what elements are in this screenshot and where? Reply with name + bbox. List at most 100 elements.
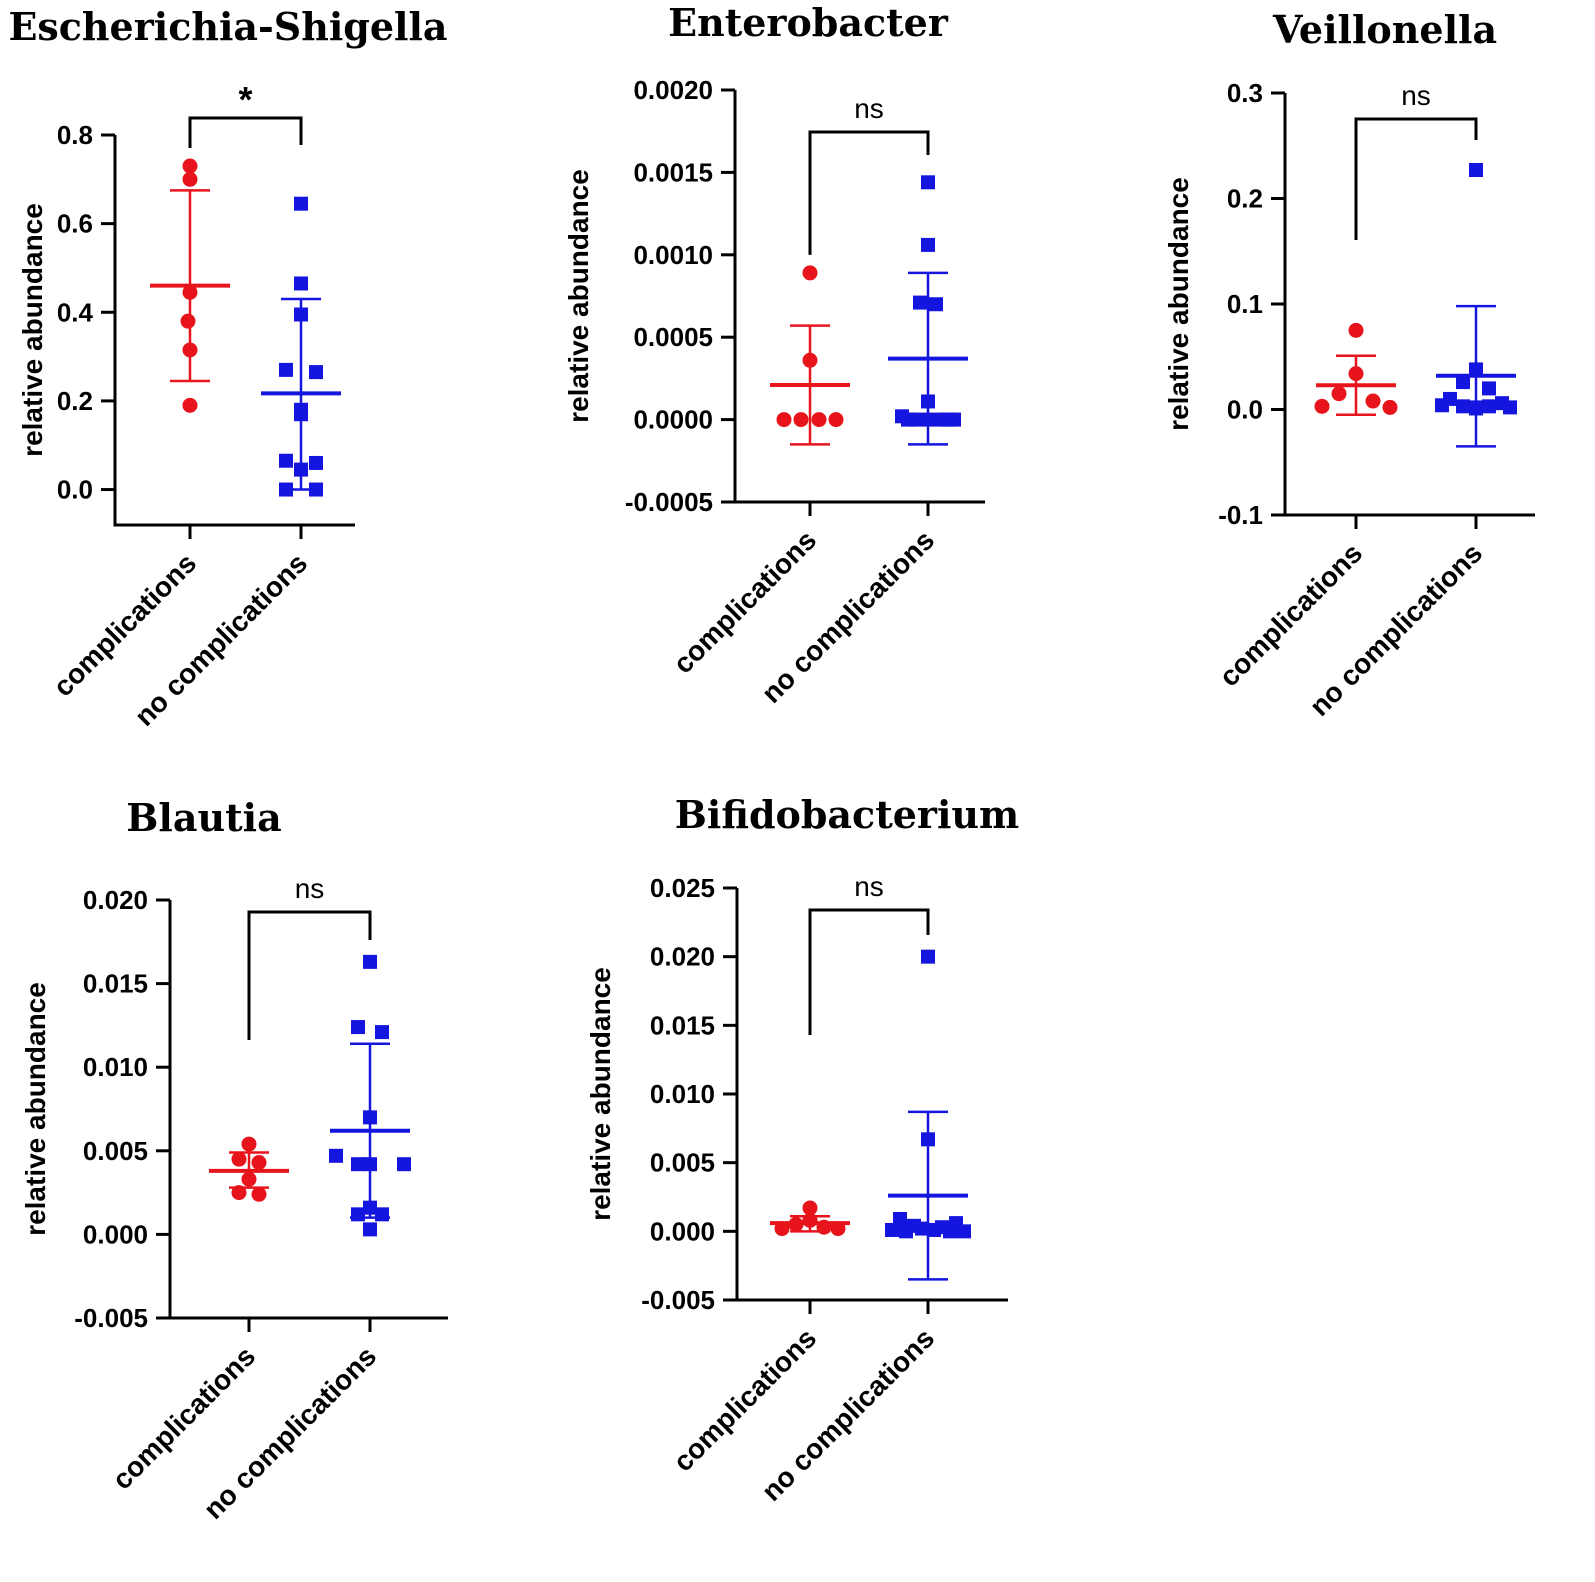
significance-label: ns: [1401, 80, 1431, 111]
data-point: [893, 1211, 907, 1226]
data-point: [921, 412, 935, 427]
data-point: [1435, 398, 1449, 413]
y-tick-label: 0.015: [83, 969, 148, 999]
y-tick-label: 0.2: [57, 386, 93, 416]
data-point: [927, 1222, 941, 1237]
y-tick-label: -0.1: [1218, 500, 1263, 530]
data-point: [1469, 362, 1483, 377]
data-point: [279, 482, 293, 497]
chart-title: Enterobacter: [668, 0, 949, 45]
significance-label: ns: [854, 93, 884, 124]
data-point: [397, 1157, 411, 1172]
panel-4: Blautia -0.005 0.000 0.005 0.010 0.015 0.020 re…: [20, 795, 448, 1525]
data-point: [943, 1224, 957, 1239]
data-point: [294, 196, 308, 211]
y-tick-label: 0.010: [650, 1079, 715, 1109]
data-point: [811, 412, 827, 428]
y-tick-label: 0.020: [650, 942, 715, 972]
panel-5: Bifidobacterium -0.005 0.000 0.005 0.010 0.01…: [585, 792, 1019, 1507]
data-point: [1348, 322, 1364, 338]
significance-label: *: [238, 79, 252, 120]
y-axis-label: relative abundance: [20, 982, 51, 1236]
significance-label: ns: [295, 873, 325, 904]
data-point: [182, 342, 198, 358]
data-point: [241, 1136, 257, 1152]
y-tick-label: -0.005: [74, 1303, 148, 1333]
data-point: [363, 1200, 377, 1215]
data-point: [241, 1171, 257, 1187]
series-complications: [150, 158, 230, 413]
y-tick-label: 0.4: [57, 297, 94, 327]
series-complications: [209, 1136, 289, 1202]
data-point: [363, 954, 377, 969]
significance-bracket: [808, 130, 930, 255]
data-point: [294, 276, 308, 291]
data-point: [375, 1025, 389, 1040]
data-point: [1348, 366, 1364, 382]
y-tick-label: 0.000: [83, 1219, 148, 1249]
significance-bracket: [188, 116, 303, 149]
data-point: [1482, 399, 1496, 414]
y-tick-label: 0.6: [57, 209, 93, 239]
data-point: [182, 397, 198, 413]
significance-bracket: [1354, 117, 1478, 240]
data-point: [1314, 398, 1330, 414]
data-point: [1469, 401, 1483, 416]
data-point: [1365, 393, 1381, 409]
chart-title: Escherichia-Shigella: [8, 4, 447, 49]
chart-title: Veillonella: [1272, 7, 1497, 52]
series-no-complications: [885, 949, 971, 1281]
panel-3: Veillonella -0.1 0.0 0.1 0.2 0.3 relative abun…: [1163, 7, 1535, 722]
y-tick-label: 0.0: [57, 475, 93, 505]
chart-title: Bifidobacterium: [675, 792, 1019, 837]
y-tick-label: 0.0015: [633, 157, 713, 187]
data-point: [929, 297, 943, 312]
data-point: [182, 171, 198, 187]
data-point: [802, 352, 818, 368]
data-point: [309, 455, 323, 470]
significance-label: ns: [854, 871, 884, 902]
data-point: [375, 1207, 389, 1222]
series-no-complications: [261, 196, 341, 497]
data-point: [1469, 163, 1483, 178]
data-point: [182, 158, 198, 174]
y-tick-label: 0.8: [57, 120, 93, 150]
data-point: [294, 407, 308, 422]
series-complications: [770, 265, 850, 446]
panel-2: Enterobacter -0.0005 0.0000 0.0005 0.0010 0.0…: [563, 0, 985, 709]
data-point: [915, 1221, 929, 1236]
data-point: [231, 1185, 247, 1201]
data-point: [309, 482, 323, 497]
y-tick-label: 0.000: [650, 1216, 715, 1246]
y-axis-label: relative abundance: [1163, 177, 1194, 431]
data-point: [351, 1020, 365, 1035]
data-point: [921, 237, 935, 252]
data-point: [363, 1222, 377, 1237]
data-point: [941, 412, 955, 427]
data-point: [279, 362, 293, 377]
y-tick-label: 0.3: [1227, 78, 1263, 108]
y-axis-label: relative abundance: [17, 203, 48, 457]
series-complications: [770, 1200, 850, 1237]
data-point: [294, 307, 308, 322]
data-point: [793, 412, 809, 428]
y-tick-label: 0.005: [650, 1148, 715, 1178]
data-point: [180, 313, 196, 329]
data-point: [329, 1148, 343, 1163]
data-point: [1331, 386, 1347, 402]
y-tick-label: 0.005: [83, 1136, 148, 1166]
data-point: [251, 1155, 267, 1171]
data-point: [1456, 375, 1470, 390]
y-tick-label: 0.010: [83, 1052, 148, 1082]
data-point: [309, 365, 323, 380]
data-point: [828, 412, 844, 428]
y-tick-label: 0.0005: [633, 322, 713, 352]
data-point: [294, 462, 308, 477]
y-tick-label: 0.020: [83, 885, 148, 915]
y-tick-label: 0.025: [650, 873, 715, 903]
data-point: [802, 265, 818, 281]
panel-1: Escherichia-Shigella 0.0 0.2 0.4 0.6 0.8 relat…: [8, 4, 447, 732]
series-complications: [1314, 322, 1398, 417]
data-point: [802, 1212, 818, 1228]
